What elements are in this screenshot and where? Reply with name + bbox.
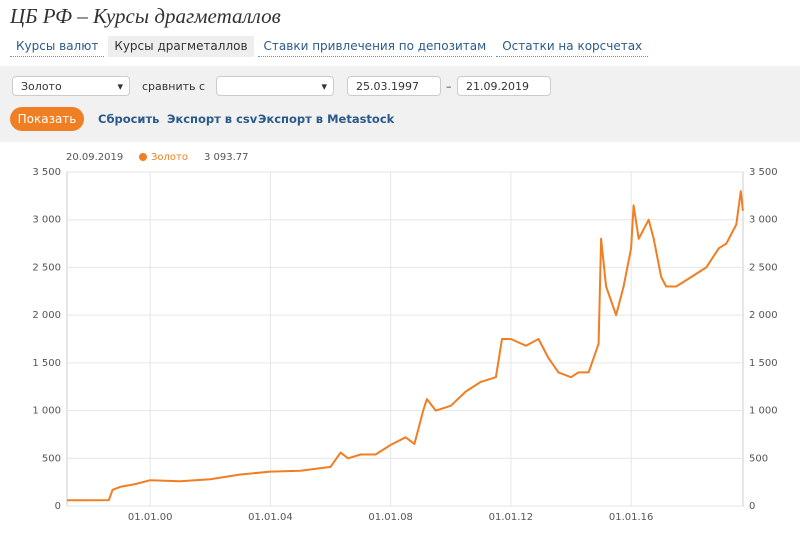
- metal-value: Золото: [21, 80, 62, 93]
- compare-label: сравнить с: [142, 80, 206, 93]
- reset-link[interactable]: Сбросить: [98, 112, 160, 126]
- y2-tick-label: 1 500: [749, 358, 778, 369]
- x-tick-label: 01.01.16: [609, 512, 654, 523]
- date-to[interactable]: 21.09.2019: [457, 76, 551, 96]
- tab[interactable]: Курсы драгметаллов: [108, 36, 254, 57]
- page-title: ЦБ РФ – Курсы драгметаллов: [10, 4, 281, 28]
- metal-select[interactable]: Золото: [12, 76, 130, 97]
- x-tick-label: 01.01.00: [128, 512, 173, 523]
- tab[interactable]: Остатки на корсчетах: [496, 36, 649, 57]
- tab[interactable]: Курсы валют: [10, 36, 105, 57]
- csv-link[interactable]: Экспорт в csv: [167, 112, 258, 126]
- tab[interactable]: Ставки привлечения по депозитам: [257, 36, 493, 57]
- y2-tick-label: 2 000: [749, 310, 778, 321]
- y-tick-label: 2 500: [32, 262, 61, 273]
- legend-label: Золото: [151, 152, 188, 163]
- tooltip-value: 3 093.77: [204, 152, 249, 163]
- x-tick-label: 01.01.04: [248, 512, 293, 523]
- y2-tick-label: 1 000: [749, 406, 778, 417]
- plot-area: [66, 171, 744, 507]
- y-tick-label: 2 000: [32, 310, 61, 321]
- y-tick-label: 3 500: [32, 167, 61, 178]
- y2-tick-label: 2 500: [749, 262, 778, 273]
- y-tick-label: 1 000: [32, 406, 61, 417]
- compare-select[interactable]: [216, 76, 334, 97]
- x-tick-label: 01.01.08: [368, 512, 413, 523]
- date-separator: –: [446, 80, 452, 93]
- x-tick-label: 01.01.12: [489, 512, 534, 523]
- legend-dot: [139, 153, 147, 161]
- y2-tick-label: 3 000: [749, 215, 778, 226]
- tabs: Курсы валют Курсы драгметаллов Ставки пр…: [10, 36, 649, 57]
- date-from[interactable]: 25.03.1997: [347, 76, 441, 96]
- y-tick-label: 3 000: [32, 215, 61, 226]
- show-button[interactable]: Показать: [10, 107, 84, 131]
- y-tick-label: 0: [55, 501, 61, 512]
- y2-tick-label: 0: [749, 501, 755, 512]
- date-from-value: 25.03.1997: [356, 80, 419, 93]
- metastock-link[interactable]: Экспорт в Metastock: [258, 112, 395, 126]
- y-tick-label: 500: [42, 453, 61, 464]
- y2-tick-label: 500: [749, 453, 768, 464]
- y-tick-label: 1 500: [32, 358, 61, 369]
- tooltip-date: 20.09.2019: [66, 152, 123, 163]
- chart: 20.09.2019 Золото 3 093.77 0 0 500 500 1 000…: [32, 152, 778, 523]
- line-series: [67, 190, 744, 502]
- y2-tick-label: 3 500: [749, 167, 778, 178]
- date-to-value: 21.09.2019: [466, 80, 529, 93]
